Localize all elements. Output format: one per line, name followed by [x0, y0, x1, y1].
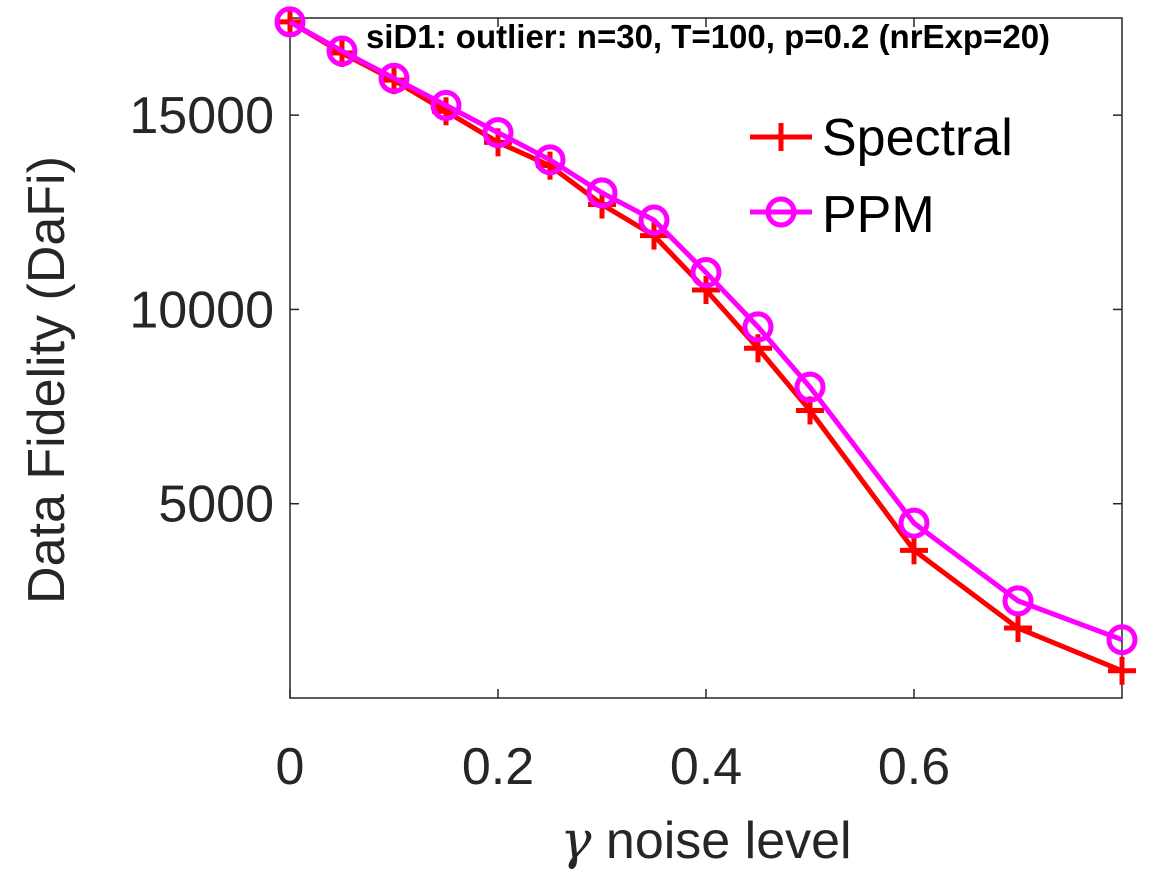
data-point-ppm	[430, 89, 462, 121]
x-tick-label: 0.6	[878, 738, 950, 796]
data-point-ppm	[482, 117, 514, 149]
legend-label-ppm: PPM	[822, 186, 935, 244]
data-point-spectral	[640, 221, 668, 250]
x-tick-label: 0.2	[462, 738, 534, 796]
x-axis-label: γ noise level	[560, 811, 851, 871]
data-point-ppm	[534, 144, 566, 176]
data-point-ppm	[1002, 585, 1034, 617]
series-ppm	[274, 6, 1138, 656]
y-tick-label: 10000	[129, 281, 274, 339]
x-axis-ticks: 0 0.2 0.4 0.6	[276, 18, 950, 796]
data-point-ppm	[742, 311, 774, 343]
legend: Spectral PPM	[750, 109, 1013, 244]
data-point-ppm	[1106, 624, 1138, 656]
data-point-ppm	[898, 507, 930, 539]
data-point-spectral	[1004, 614, 1032, 643]
plot-area	[289, 17, 1123, 699]
data-point-ppm	[586, 177, 618, 209]
data-point-ppm	[690, 257, 722, 289]
data-point-ppm	[326, 35, 358, 67]
x-axis-label-text: noise level	[591, 812, 851, 870]
data-point-spectral	[276, 7, 304, 36]
y-axis-ticks: 5000 10000 15000	[129, 87, 1122, 534]
data-point-ppm	[274, 6, 306, 38]
x-axis-label-symbol: γ	[560, 811, 592, 871]
data-point-ppm	[378, 62, 410, 94]
x-tick-label: 0	[276, 738, 305, 796]
chart-title: siD1: outlier: n=30, T=100, p=0.2 (nrExp…	[366, 18, 1050, 55]
data-point-spectral	[692, 276, 720, 304]
y-tick-label: 5000	[158, 476, 274, 534]
legend-label-spectral: Spectral	[822, 109, 1013, 167]
legend-marker-ppm	[765, 196, 797, 228]
x-tick-label: 0.4	[670, 738, 742, 796]
series-line-ppm	[288, 19, 1123, 643]
legend-marker-spectral	[767, 123, 795, 151]
y-axis-label: Data Fidelity (DaFi)	[18, 156, 76, 604]
data-point-spectral	[900, 536, 928, 565]
data-point-ppm	[638, 204, 670, 236]
data-point-spectral	[1108, 656, 1136, 685]
data-point-ppm	[794, 371, 826, 403]
series-layer	[274, 6, 1138, 685]
y-tick-label: 15000	[129, 87, 274, 145]
